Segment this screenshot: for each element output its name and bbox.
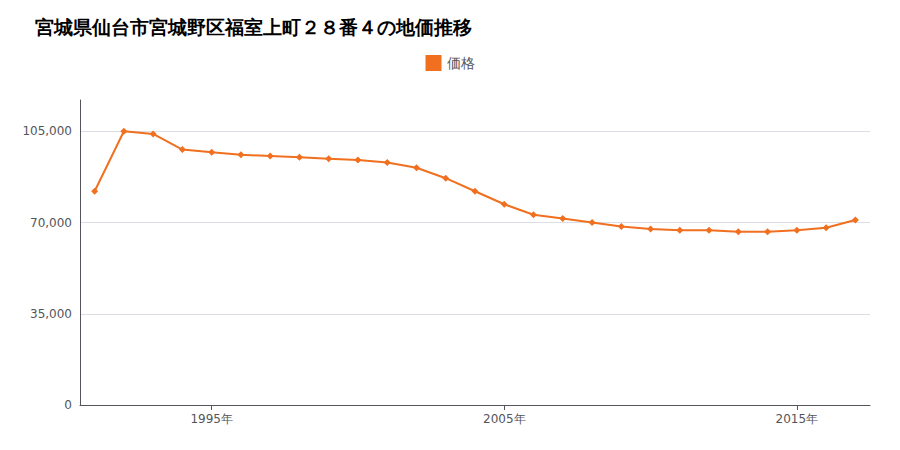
svg-text:2005年: 2005年 [483, 412, 526, 426]
svg-text:価格: 価格 [447, 55, 475, 71]
svg-text:35,000: 35,000 [30, 307, 72, 321]
svg-text:105,000: 105,000 [22, 124, 72, 138]
svg-text:1995年: 1995年 [190, 412, 233, 426]
svg-text:0: 0 [64, 398, 72, 412]
svg-text:宮城県仙台市宮城野区福室上町２８番４の地価推移: 宮城県仙台市宮城野区福室上町２８番４の地価推移 [35, 16, 472, 38]
svg-text:2015年: 2015年 [776, 412, 819, 426]
svg-text:70,000: 70,000 [30, 216, 72, 230]
